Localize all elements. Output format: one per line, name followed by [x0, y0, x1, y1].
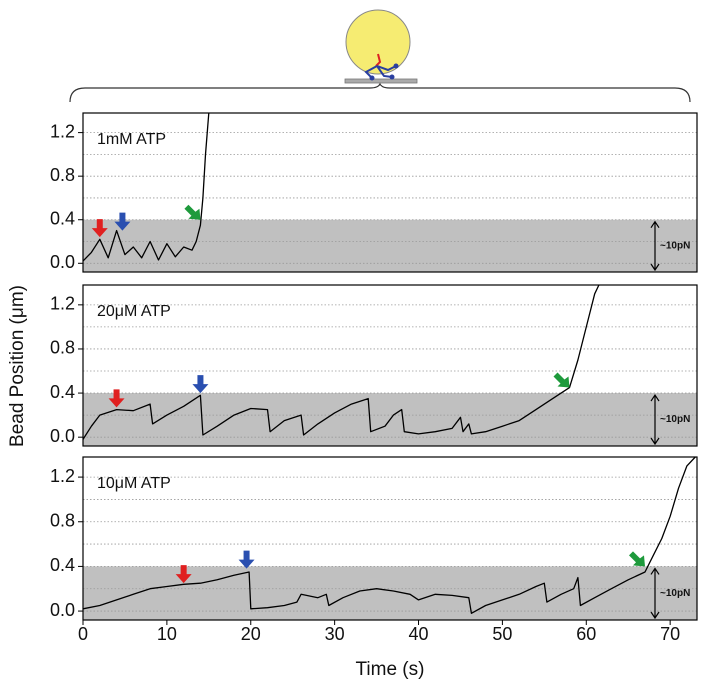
- y-tick-label: 0.4: [50, 208, 75, 228]
- arrow-shape: [108, 389, 125, 408]
- bead-diagram: [344, 9, 418, 84]
- y-tick-label: 0.0: [50, 426, 75, 446]
- motor-head: [369, 75, 375, 81]
- motor: [364, 65, 397, 79]
- y-tick-label: 1.2: [50, 294, 75, 314]
- y-tick-label: 1.2: [50, 466, 75, 486]
- y-tick-label: 0.4: [50, 382, 75, 402]
- event-arrow: [184, 204, 201, 220]
- force-label: ~10pN: [660, 414, 690, 425]
- force-label: ~10pN: [660, 241, 690, 252]
- force-arrow: [650, 393, 660, 446]
- arrow-shape: [192, 375, 209, 394]
- arrow-shape: [114, 212, 131, 231]
- surface: [344, 78, 418, 84]
- plot-frame: [82, 456, 698, 621]
- x-tick-label: 50: [492, 624, 512, 644]
- event-arrow: [192, 375, 209, 394]
- linker: [375, 53, 382, 67]
- plot-frame: [82, 284, 698, 447]
- plot-frame: [82, 112, 698, 273]
- force-range-shade: [83, 219, 697, 272]
- panel-label: 20μM ATP: [97, 303, 171, 320]
- event-arrow: [628, 551, 645, 567]
- x-tick-label: 10: [157, 624, 177, 644]
- force-range-shade: [83, 566, 697, 620]
- x-tick-label: 0: [78, 624, 88, 644]
- y-tick-label: 0.0: [50, 600, 75, 620]
- y-axis-title: Bead Position (μm): [7, 285, 28, 447]
- event-arrow: [114, 212, 131, 231]
- panel-label: 10μM ATP: [97, 475, 171, 492]
- force-arrow: [650, 567, 660, 620]
- arrow-shape: [553, 372, 570, 388]
- arrow-shape: [175, 565, 192, 584]
- event-arrow: [553, 372, 570, 388]
- force-arrow: [650, 220, 660, 272]
- event-arrow: [108, 389, 125, 408]
- event-arrow: [91, 219, 108, 238]
- event-arrow: [238, 550, 255, 569]
- x-axis-title: Time (s): [356, 659, 425, 680]
- x-tick-label: 20: [241, 624, 261, 644]
- trace: [82, 456, 696, 614]
- arrow-shape: [238, 550, 255, 569]
- force-label: ~10pN: [660, 588, 690, 599]
- x-tick-label: 30: [325, 624, 345, 644]
- arrow-shape: [91, 219, 108, 238]
- y-tick-label: 1.2: [50, 121, 75, 141]
- bead: [345, 9, 411, 75]
- y-tick-label: 0.8: [50, 511, 75, 531]
- panel-label: 1mM ATP: [97, 131, 166, 148]
- arrow-shape: [628, 551, 645, 567]
- x-tick-label: 40: [409, 624, 429, 644]
- motor-head: [389, 74, 395, 80]
- x-tick-label: 60: [576, 624, 596, 644]
- y-tick-label: 0.4: [50, 555, 75, 575]
- motor-head: [393, 63, 399, 69]
- event-arrow: [175, 565, 192, 584]
- trace: [82, 284, 600, 440]
- x-tick-label: 70: [660, 624, 680, 644]
- arrow-shape: [184, 204, 201, 220]
- trace: [82, 112, 210, 262]
- y-tick-label: 0.8: [50, 165, 75, 185]
- y-tick-label: 0.0: [50, 252, 75, 272]
- y-tick-label: 0.8: [50, 338, 75, 358]
- brace: [69, 82, 691, 103]
